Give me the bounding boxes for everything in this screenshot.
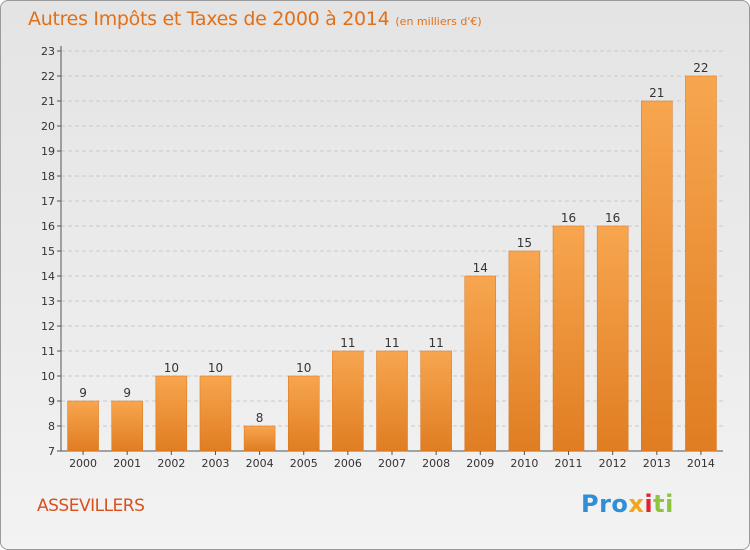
bar-2009 — [464, 275, 497, 452]
logo-part-3: i — [644, 490, 654, 518]
y-tick-label: 14 — [41, 270, 55, 283]
value-label-2009: 14 — [473, 261, 488, 275]
bar-2006 — [332, 350, 364, 452]
bar-2007 — [376, 350, 408, 452]
x-tick-label-2005: 2005 — [290, 457, 318, 470]
x-tick-label-2010: 2010 — [510, 457, 538, 470]
bar-2003 — [199, 375, 232, 452]
value-label-2008: 11 — [428, 336, 443, 350]
y-tick-label: 9 — [48, 395, 55, 408]
y-tick-label: 15 — [41, 245, 55, 258]
value-label-2000: 9 — [79, 386, 87, 400]
x-tick-label-2004: 2004 — [246, 457, 274, 470]
logo-part-4: ti — [653, 490, 674, 518]
bar-2008 — [420, 350, 452, 452]
bar-2002 — [155, 375, 188, 452]
bar-2005 — [287, 375, 320, 452]
value-label-2011: 16 — [561, 211, 576, 225]
proxiti-logo: Proxiti — [581, 490, 674, 518]
y-tick-label: 12 — [41, 320, 55, 333]
chart-subtitle: (en milliers d'€) — [395, 15, 482, 28]
value-label-2007: 11 — [384, 336, 399, 350]
value-label-2010: 15 — [517, 236, 532, 250]
bar-2011 — [552, 225, 585, 452]
value-label-2006: 11 — [340, 336, 355, 350]
value-label-2014: 22 — [693, 61, 708, 75]
value-label-2001: 9 — [123, 386, 131, 400]
x-tick-label-2009: 2009 — [466, 457, 494, 470]
bar-2001 — [111, 400, 143, 452]
y-tick-label: 10 — [41, 370, 55, 383]
y-tick-label: 8 — [48, 420, 55, 433]
x-tick-label-2014: 2014 — [687, 457, 715, 470]
y-tick-label: 18 — [41, 170, 55, 183]
bar-2000 — [67, 400, 99, 452]
value-label-2013: 21 — [649, 86, 664, 100]
commune-name: ASSEVILLERS — [37, 496, 145, 516]
logo-part-2: x — [628, 490, 645, 518]
y-tick-label: 23 — [41, 45, 55, 58]
y-tick-label: 7 — [48, 445, 55, 458]
y-tick-label: 21 — [41, 95, 55, 108]
y-tick-label: 16 — [41, 220, 55, 233]
x-tick-label-2002: 2002 — [157, 457, 185, 470]
logo-part-1: Pro — [581, 490, 629, 518]
y-tick-label: 22 — [41, 70, 55, 83]
chart-title: Autres Impôts et Taxes de 2000 à 2014 (en… — [28, 8, 482, 30]
y-tick-label: 17 — [41, 195, 55, 208]
bar-2012 — [596, 225, 629, 452]
x-tick-label-2011: 2011 — [555, 457, 583, 470]
value-label-2003: 10 — [208, 361, 223, 375]
chart-title-text: Autres Impôts et Taxes de 2000 à 2014 — [28, 8, 390, 30]
x-tick-label-2006: 2006 — [334, 457, 362, 470]
x-tick-label-2000: 2000 — [69, 457, 97, 470]
y-tick-label: 13 — [41, 295, 55, 308]
x-tick-label-2013: 2013 — [643, 457, 671, 470]
x-tick-label-2007: 2007 — [378, 457, 406, 470]
value-label-2002: 10 — [164, 361, 179, 375]
x-tick-label-2003: 2003 — [201, 457, 229, 470]
bar-2014 — [685, 75, 717, 452]
value-label-2004: 8 — [256, 411, 264, 425]
x-tick-label-2001: 2001 — [113, 457, 141, 470]
x-tick-label-2008: 2008 — [422, 457, 450, 470]
y-tick-label: 20 — [41, 120, 55, 133]
x-tick-label-2012: 2012 — [599, 457, 627, 470]
bar-2013 — [641, 100, 673, 452]
value-label-2012: 16 — [605, 211, 620, 225]
y-tick-label: 19 — [41, 145, 55, 158]
value-label-2005: 10 — [296, 361, 311, 375]
y-tick-label: 11 — [41, 345, 55, 358]
bar-2004 — [243, 425, 276, 452]
bar-2010 — [508, 250, 541, 452]
